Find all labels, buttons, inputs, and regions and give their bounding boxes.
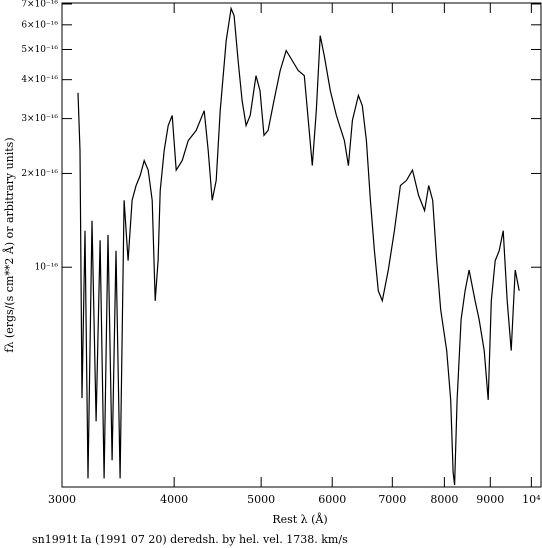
y-tick-label: 10⁻¹⁶	[35, 263, 59, 273]
x-tick-label: 7000	[378, 493, 406, 506]
plot-frame	[61, 2, 542, 488]
x-axis-label: Rest λ (Å)	[272, 512, 327, 526]
caption: sn1991t Ia (1991 07 20) deredsh. by hel.…	[32, 533, 348, 546]
y-tick-label: 2×10⁻¹⁶	[21, 169, 58, 179]
x-tick-label: 3000	[48, 493, 76, 506]
y-tick-label: 5×10⁻¹⁶	[21, 45, 58, 55]
y-axis-label: fλ (ergs/(s cm**2 Å) or arbitrary units)	[2, 137, 16, 352]
x-tick-label: 9000	[476, 493, 504, 506]
spectrum-line	[77, 6, 520, 486]
x-tick-label: 10⁴	[522, 493, 541, 506]
x-tick-label: 8000	[430, 493, 458, 506]
y-tick-label: 4×10⁻¹⁶	[21, 75, 58, 85]
y-tick-label: 6×10⁻¹⁶	[21, 20, 58, 30]
x-tick-label: 5000	[247, 493, 275, 506]
x-tick-label: 6000	[318, 493, 346, 506]
y-tick-label: 3×10⁻¹⁶	[21, 114, 58, 124]
y-tick-label: 7×10⁻¹⁶	[21, 0, 58, 9]
x-tick-label: 4000	[160, 493, 188, 506]
